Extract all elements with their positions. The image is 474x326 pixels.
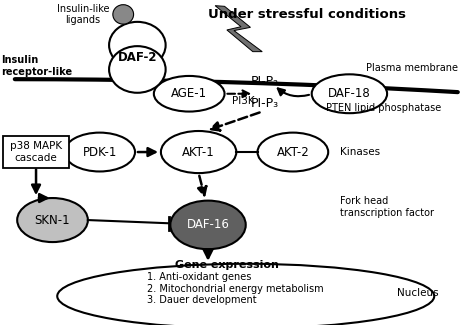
Ellipse shape xyxy=(312,74,387,113)
Text: p38 MAPK
cascade: p38 MAPK cascade xyxy=(10,141,62,163)
Text: Gene expression: Gene expression xyxy=(175,260,279,270)
Ellipse shape xyxy=(57,264,434,326)
Text: PI3K: PI3K xyxy=(232,96,254,106)
Text: DAF-16: DAF-16 xyxy=(187,218,229,231)
Ellipse shape xyxy=(113,5,134,24)
Text: AKT-2: AKT-2 xyxy=(276,145,309,158)
Text: PDK-1: PDK-1 xyxy=(82,145,117,158)
Ellipse shape xyxy=(17,198,88,242)
Text: Kinases: Kinases xyxy=(340,147,380,157)
Text: Plasma membrane: Plasma membrane xyxy=(366,64,458,73)
Text: SKN-1: SKN-1 xyxy=(35,214,70,227)
Text: DAF-18: DAF-18 xyxy=(328,87,371,100)
Ellipse shape xyxy=(109,46,165,93)
Text: Nucleus: Nucleus xyxy=(397,288,439,298)
Ellipse shape xyxy=(257,133,328,171)
Text: PTEN lipid phosphatase: PTEN lipid phosphatase xyxy=(326,103,441,113)
Polygon shape xyxy=(215,6,262,52)
Text: 1. Anti-oxidant genes: 1. Anti-oxidant genes xyxy=(147,273,251,282)
Text: 2. Mitochondrial energy metabolism: 2. Mitochondrial energy metabolism xyxy=(147,284,323,294)
Ellipse shape xyxy=(109,22,165,68)
FancyBboxPatch shape xyxy=(3,136,69,168)
Ellipse shape xyxy=(64,133,135,171)
Text: PI-P₃: PI-P₃ xyxy=(250,97,279,110)
Text: Fork head
transcription factor: Fork head transcription factor xyxy=(340,196,434,218)
Ellipse shape xyxy=(154,76,225,111)
Text: 3. Dauer development: 3. Dauer development xyxy=(147,295,256,305)
Text: Insulin-like
ligands: Insulin-like ligands xyxy=(57,4,109,25)
Text: DAF-2: DAF-2 xyxy=(118,51,157,64)
Text: AGE-1: AGE-1 xyxy=(171,87,207,100)
Text: Under stressful conditions: Under stressful conditions xyxy=(208,8,406,21)
Text: Insulin
receptor-like: Insulin receptor-like xyxy=(0,55,72,77)
Text: AKT-1: AKT-1 xyxy=(182,145,215,158)
Text: PI-P₂: PI-P₂ xyxy=(250,75,279,88)
Ellipse shape xyxy=(161,131,237,173)
Ellipse shape xyxy=(170,200,246,249)
